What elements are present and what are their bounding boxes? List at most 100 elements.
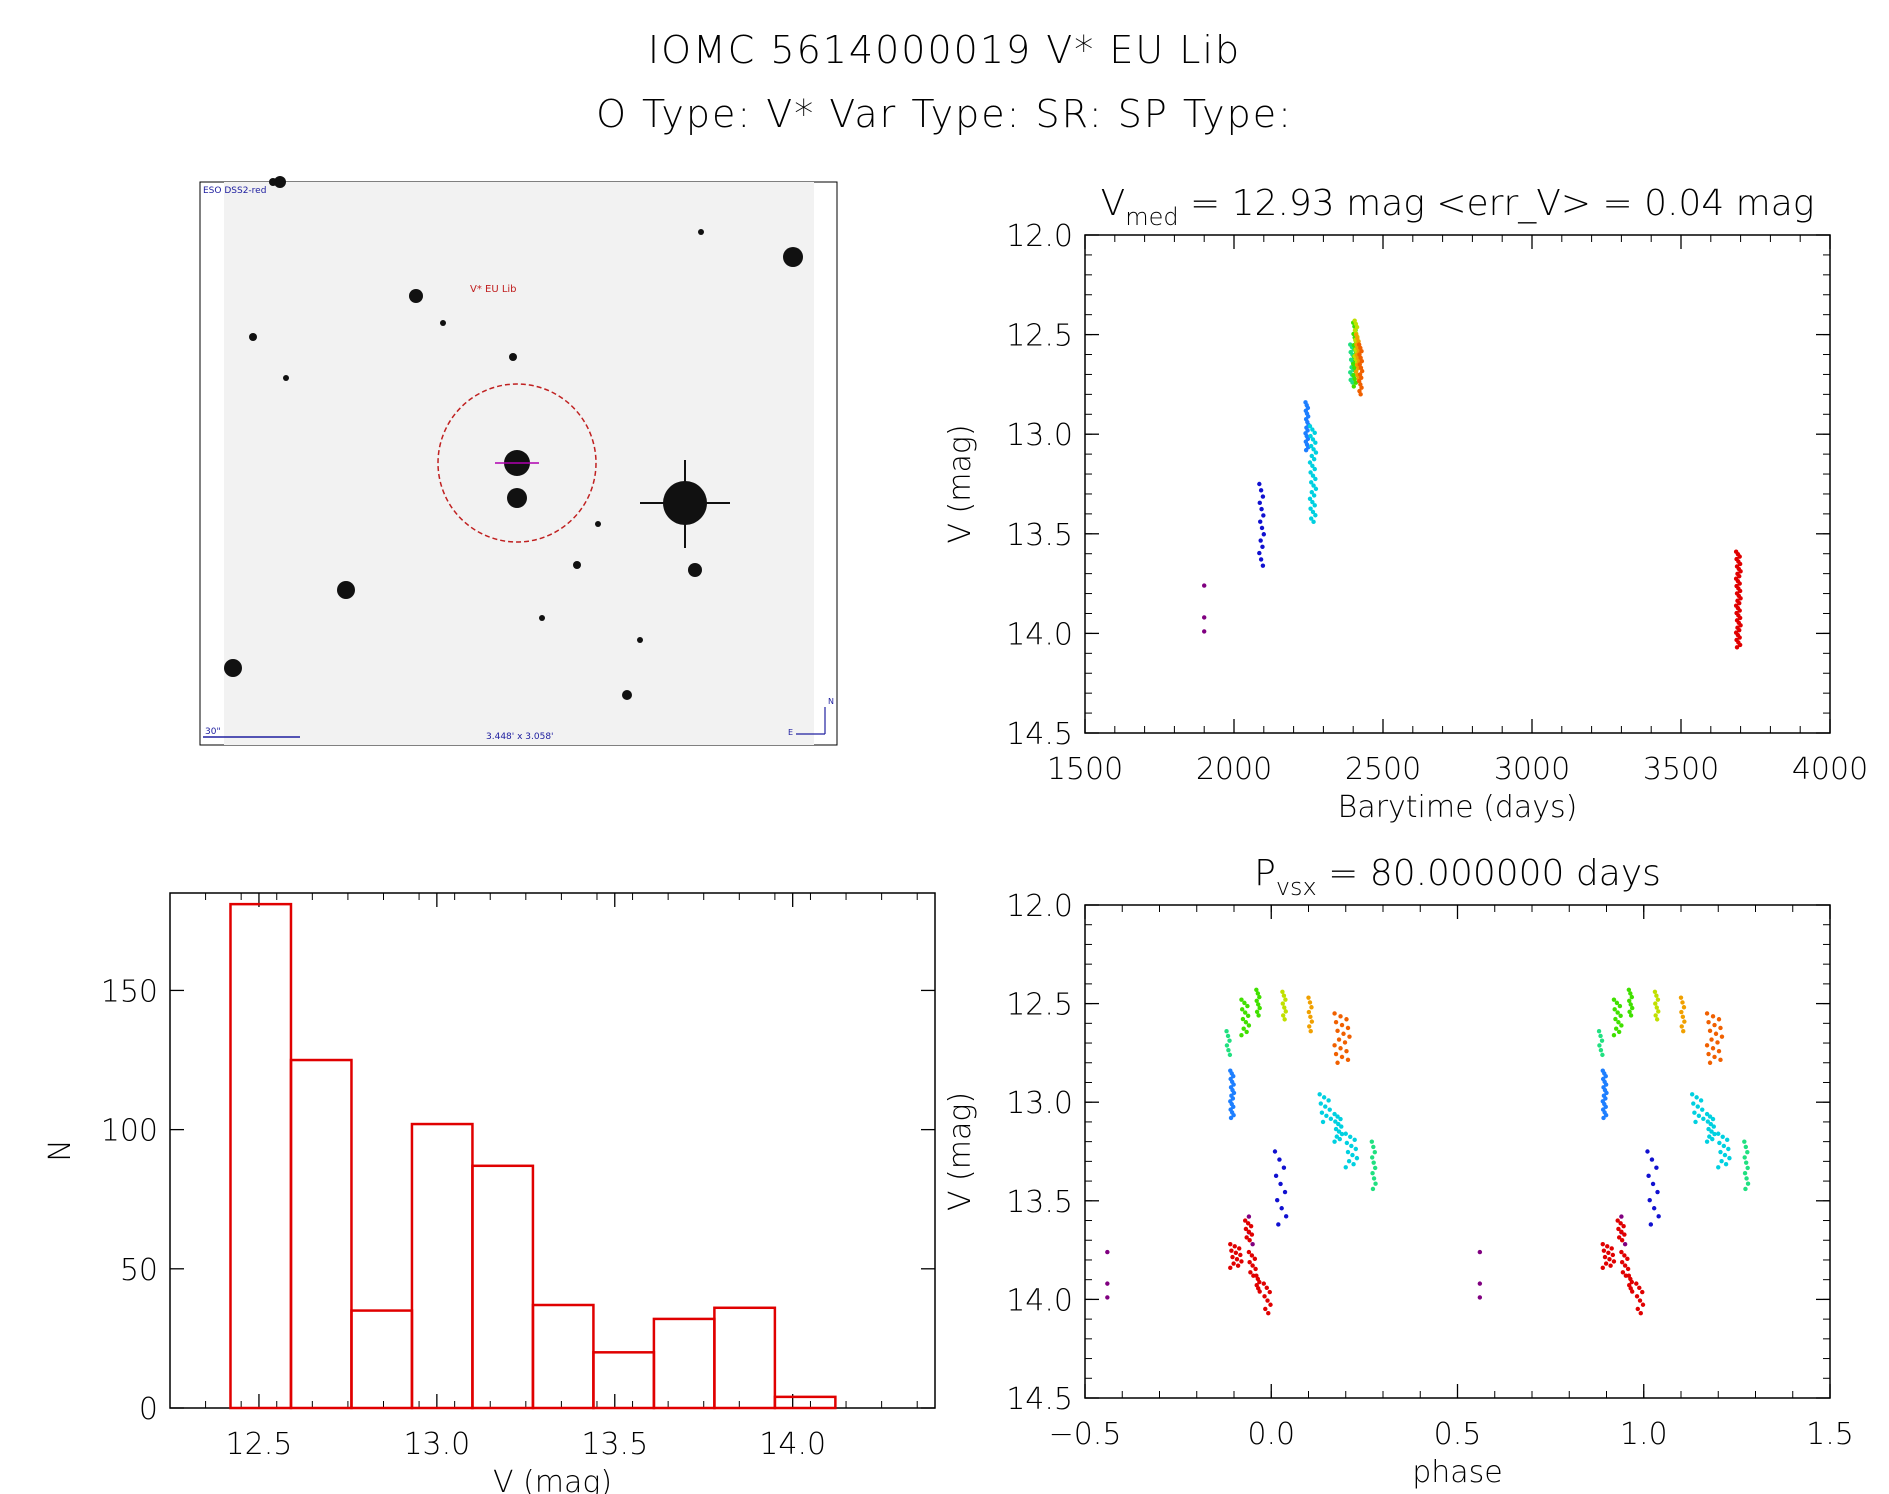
data-point — [1280, 1013, 1286, 1018]
data-point — [1370, 1170, 1375, 1176]
data-point — [1257, 550, 1262, 556]
data-point — [1605, 1244, 1610, 1249]
data-point — [1635, 1306, 1640, 1312]
y-axis-label: V (mag) — [943, 424, 978, 543]
data-point — [1707, 1060, 1713, 1065]
data-point — [1313, 513, 1318, 518]
data-point — [1231, 1104, 1236, 1110]
data-point — [1600, 1052, 1605, 1058]
histogram-bar — [350, 1309, 414, 1410]
data-point — [1233, 1250, 1239, 1255]
data-point — [1273, 1173, 1279, 1179]
data-point — [1338, 1116, 1343, 1122]
data-point — [1277, 1157, 1282, 1162]
data-point — [1358, 382, 1363, 387]
data-point — [1637, 1285, 1642, 1291]
data-point — [1598, 1033, 1603, 1039]
data-point — [1312, 466, 1317, 472]
data-point — [1306, 995, 1311, 1000]
data-point — [1654, 1005, 1659, 1010]
data-point — [1341, 1031, 1346, 1036]
data-point — [1226, 1047, 1231, 1053]
data-point — [1354, 324, 1360, 330]
data-point — [1338, 1014, 1343, 1019]
data-point — [1258, 519, 1263, 524]
data-point — [1369, 1139, 1375, 1144]
data-point — [1619, 1238, 1625, 1243]
data-point — [1619, 1023, 1624, 1028]
data-point — [1312, 430, 1317, 436]
data-point — [1268, 1302, 1273, 1307]
data-point — [1622, 1263, 1628, 1268]
data-point — [1625, 1266, 1631, 1272]
data-point — [1610, 1252, 1616, 1258]
data-point — [1244, 1029, 1249, 1035]
data-point — [1706, 1051, 1711, 1057]
star-9 — [249, 333, 257, 341]
data-point — [1239, 1007, 1245, 1012]
data-point — [1612, 1007, 1617, 1012]
data-point — [1611, 1259, 1617, 1264]
x-tick-label: 0.0 — [1247, 1417, 1295, 1452]
data-point — [1737, 588, 1743, 594]
data-point — [1615, 1218, 1620, 1223]
plot-title: Vmed = 12.93 mag <err_V> = 0.04 mag — [1101, 183, 1815, 231]
x-axis-label: phase — [1412, 1455, 1503, 1490]
histogram-bar — [592, 1351, 656, 1410]
data-point — [1652, 989, 1658, 994]
data-point — [1332, 1043, 1337, 1048]
survey-label: ESO DSS2-red — [203, 186, 266, 196]
x-tick-label: 2500 — [1345, 752, 1421, 787]
data-point — [1257, 1289, 1262, 1294]
data-point — [1332, 1139, 1337, 1144]
y-tick-label: 12.5 — [1006, 319, 1073, 354]
data-point — [1350, 1152, 1355, 1158]
data-point — [1353, 332, 1359, 337]
data-point — [1235, 1263, 1241, 1268]
data-point — [1655, 997, 1661, 1002]
data-point — [1599, 1038, 1605, 1043]
data-point — [1616, 1029, 1622, 1035]
data-point — [1689, 1092, 1695, 1097]
data-point — [1721, 1143, 1727, 1149]
data-point — [1281, 1165, 1287, 1170]
data-point — [1737, 615, 1743, 621]
data-point — [1308, 443, 1314, 449]
data-point — [1710, 1046, 1716, 1051]
data-point — [1241, 1026, 1246, 1031]
data-point — [1308, 506, 1313, 511]
data-point — [1744, 1176, 1749, 1181]
x-tick-label: 2000 — [1196, 752, 1272, 787]
data-point — [1738, 623, 1743, 628]
data-point — [1712, 1022, 1717, 1028]
data-point — [1369, 1155, 1375, 1160]
data-point — [1596, 1029, 1602, 1034]
data-point — [1342, 1040, 1348, 1045]
data-point — [1654, 993, 1659, 998]
histogram-bar — [289, 1058, 353, 1410]
x-tick-label: 1.5 — [1806, 1417, 1854, 1452]
compass-icon: N E — [788, 697, 834, 737]
data-point — [1607, 1257, 1612, 1262]
data-point — [1313, 440, 1318, 445]
data-point — [1257, 994, 1262, 1000]
data-point — [1242, 1000, 1247, 1006]
x-axis-label: Barytime (days) — [1338, 790, 1578, 825]
data-point — [1311, 457, 1317, 462]
data-point — [1281, 993, 1287, 998]
data-point — [1370, 1186, 1376, 1192]
data-point — [1716, 1131, 1721, 1136]
data-point — [1258, 488, 1264, 493]
data-point — [1698, 1098, 1704, 1103]
lightcurve-panel: 1500 2000 2500 3000 3500 4000 12.0 12.5 13.0 13.5… — [943, 183, 1868, 825]
data-point — [1616, 1235, 1622, 1240]
data-point — [1231, 1090, 1237, 1096]
data-point — [1266, 1311, 1271, 1316]
data-point — [1743, 1186, 1748, 1192]
data-point — [1356, 378, 1362, 384]
data-point — [1742, 1155, 1747, 1160]
data-point — [1648, 1222, 1654, 1227]
data-point — [1704, 1043, 1710, 1048]
data-point — [1603, 1074, 1608, 1079]
data-point — [1336, 1121, 1341, 1127]
